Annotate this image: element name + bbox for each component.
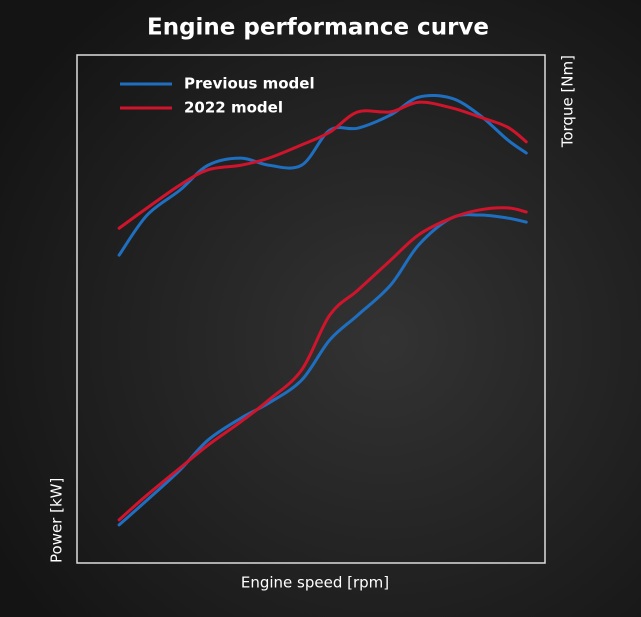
x-axis-label: Engine speed [rpm]	[241, 574, 389, 592]
chart-title: Engine performance curve	[147, 15, 489, 41]
legend-label: Previous model	[184, 75, 315, 93]
legend-label: 2022 model	[184, 99, 283, 117]
power-line	[117, 206, 528, 522]
torque-line	[117, 93, 528, 257]
torque-line	[117, 100, 528, 230]
y2-axis-label: Torque [Nm]	[559, 55, 577, 148]
plot-frame	[76, 54, 546, 564]
y-axis-label: Power [kW]	[48, 478, 66, 563]
